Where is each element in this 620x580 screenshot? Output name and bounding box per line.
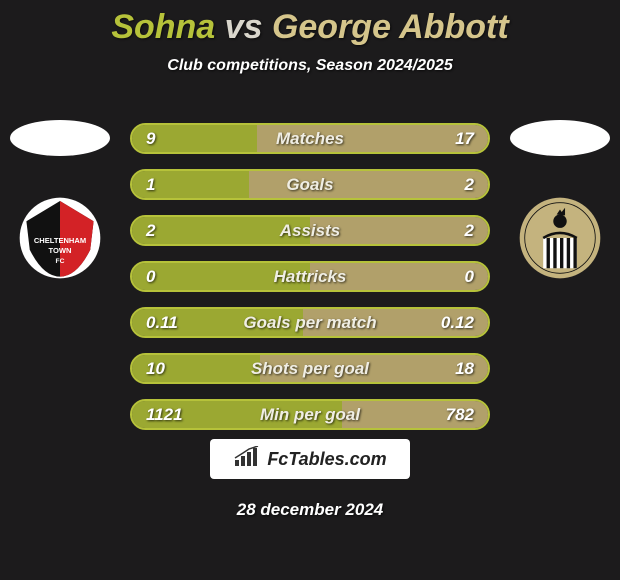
stat-row: 1Goals2 (130, 169, 490, 200)
stat-row: 10Shots per goal18 (130, 353, 490, 384)
stat-value-right: 18 (455, 355, 474, 382)
stat-row: 1121Min per goal782 (130, 399, 490, 430)
player2-club-crest (510, 196, 610, 280)
comparison-title: Sohna vs George Abbott (0, 0, 620, 47)
stat-value-right: 17 (455, 125, 474, 152)
player1-club-crest: CHELTENHAM TOWN FC (10, 196, 110, 280)
stat-label: Min per goal (132, 401, 488, 428)
stat-row: 2Assists2 (130, 215, 490, 246)
stat-label: Assists (132, 217, 488, 244)
stat-label: Hattricks (132, 263, 488, 290)
stat-value-right: 0 (465, 263, 474, 290)
subtitle: Club competitions, Season 2024/2025 (0, 57, 620, 75)
player1-column: CHELTENHAM TOWN FC (10, 120, 110, 280)
svg-text:CHELTENHAM: CHELTENHAM (34, 236, 86, 245)
player1-photo-placeholder (10, 120, 110, 156)
stat-label: Goals (132, 171, 488, 198)
stat-value-right: 2 (465, 217, 474, 244)
stat-value-right: 782 (446, 401, 474, 428)
svg-text:FC: FC (56, 258, 65, 265)
svg-text:TOWN: TOWN (49, 246, 72, 255)
title-player2: George Abbott (272, 8, 509, 46)
title-vs: vs (225, 8, 263, 46)
source-badge-text: FcTables.com (267, 449, 386, 470)
stat-row: 0.11Goals per match0.12 (130, 307, 490, 338)
stat-row: 9Matches17 (130, 123, 490, 154)
source-badge[interactable]: FcTables.com (210, 439, 410, 479)
chart-icon (233, 446, 261, 473)
stat-value-right: 0.12 (441, 309, 474, 336)
title-player1: Sohna (111, 8, 215, 46)
player2-column (510, 120, 610, 280)
stat-label: Shots per goal (132, 355, 488, 382)
stat-value-right: 2 (465, 171, 474, 198)
player2-photo-placeholder (510, 120, 610, 156)
stats-list: 9Matches171Goals22Assists20Hattricks00.1… (130, 123, 490, 430)
stat-label: Matches (132, 125, 488, 152)
stat-row: 0Hattricks0 (130, 261, 490, 292)
date-text: 28 december 2024 (0, 500, 620, 520)
stat-label: Goals per match (132, 309, 488, 336)
